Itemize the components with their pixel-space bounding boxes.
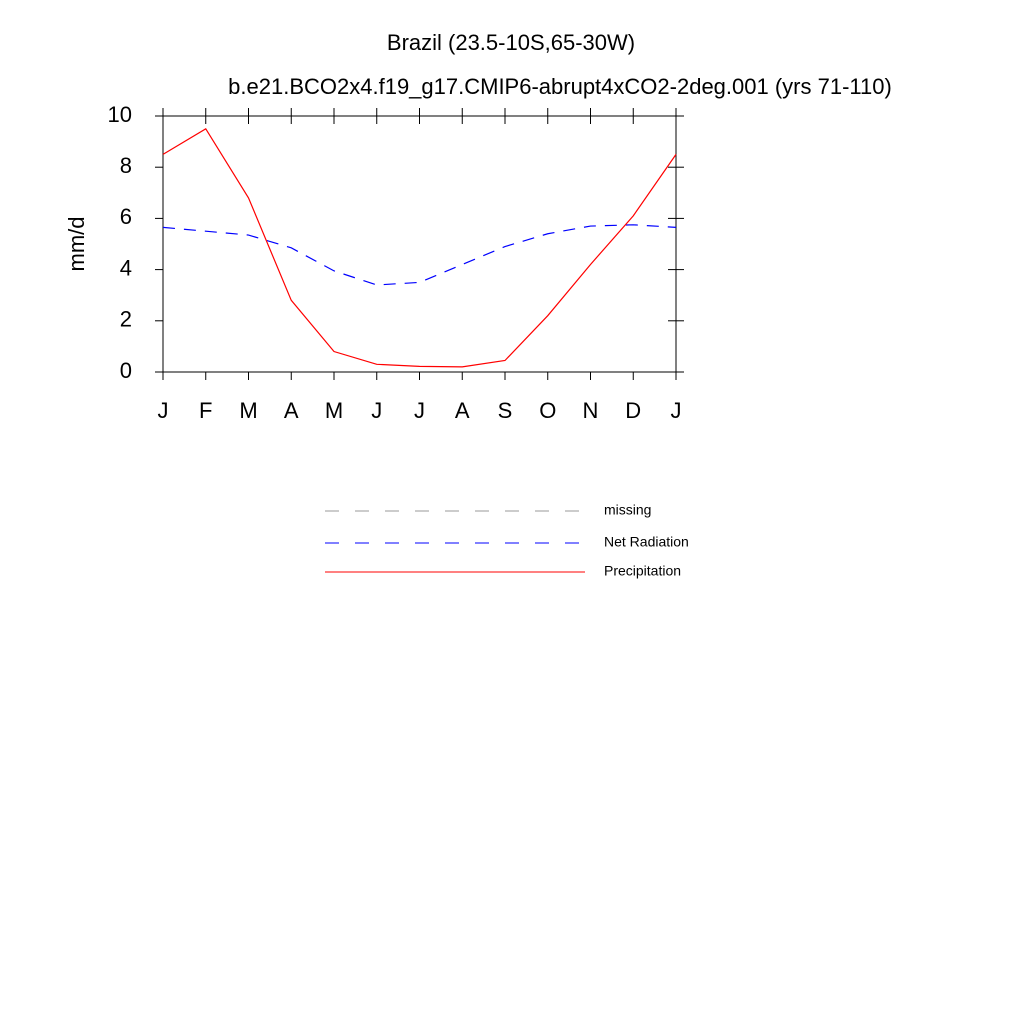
x-tick-label: J [414,398,425,423]
x-tick-label: F [199,398,212,423]
series-line [162,127,677,368]
x-tick-label: A [284,398,299,423]
y-tick-label: 2 [120,307,132,332]
y-tick-label: 4 [120,255,132,280]
x-tick-label: M [239,398,257,423]
series-line [162,224,677,286]
x-tick-label: D [625,398,641,423]
y-axis-label: mm/d [64,217,89,272]
x-tick-label: N [583,398,599,423]
x-tick-label: M [325,398,343,423]
x-tick-label: A [455,398,470,423]
plot-frame [162,115,677,373]
y-tick-label: 0 [120,358,132,383]
legend-label: Net Radiation [604,534,689,550]
x-tick-label: S [498,398,513,423]
y-tick-label: 6 [120,204,132,229]
legend-label: Precipitation [604,563,681,579]
x-tick-label: J [158,398,169,423]
x-tick-label: J [371,398,382,423]
chart-subtitle: b.e21.BCO2x4.f19_g17.CMIP6-abrupt4xCO2-2… [228,74,892,99]
x-tick-label: J [671,398,682,423]
x-tick-label: O [539,398,556,423]
legend-label: missing [604,502,651,518]
y-tick-label: 8 [120,153,132,178]
y-tick-label: 10 [108,102,132,127]
chart-title: Brazil (23.5-10S,65-30W) [387,30,635,55]
